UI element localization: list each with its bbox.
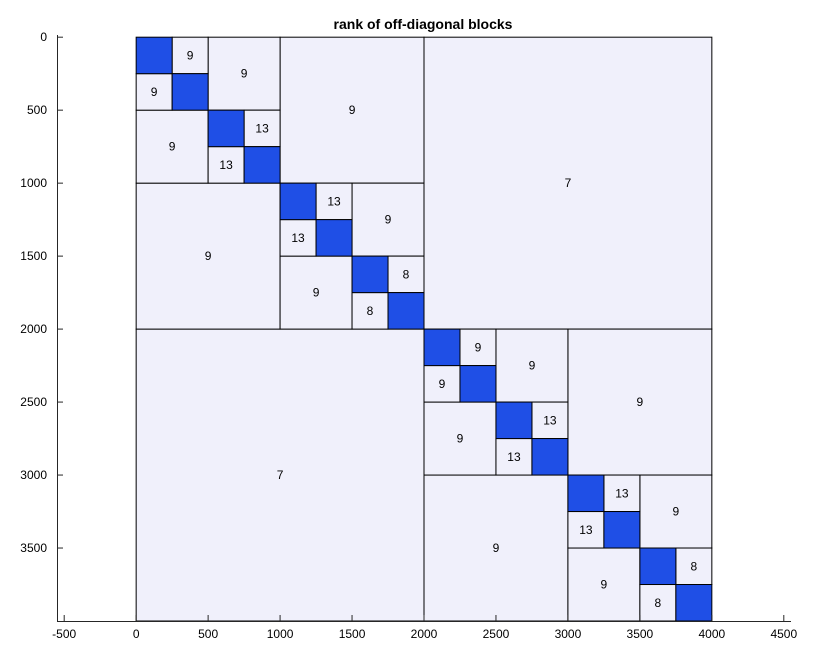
diagonal-block (423, 328, 461, 367)
x-tick-label: 2000 (411, 627, 438, 641)
rank-label: 8 (367, 304, 374, 318)
rank-label: 9 (439, 377, 446, 391)
x-tick-label: 0 (133, 627, 140, 641)
rank-label: 7 (277, 468, 284, 482)
rank-label: 13 (579, 523, 593, 537)
y-tick-label: 0 (40, 30, 47, 44)
y-tick-label: 3000 (20, 468, 47, 482)
rank-label: 13 (255, 121, 269, 135)
offdiag-block (639, 474, 713, 549)
chart-title: rank of off-diagonal blocks (334, 16, 513, 32)
offdiag-block (423, 36, 713, 330)
diagonal-block (531, 438, 569, 476)
rank-label: 9 (241, 67, 248, 81)
diagonal-block (351, 255, 389, 294)
offdiag-block (135, 109, 209, 184)
diagonal-block (315, 219, 353, 257)
rank-label: 9 (601, 578, 608, 592)
rank-label: 9 (205, 249, 212, 263)
rank-label: 9 (349, 103, 356, 117)
y-tick-label: 2000 (20, 322, 47, 336)
y-axis-ticks: 0 500 1000 1500 2000 2500 3000 3500 (20, 30, 63, 555)
y-tick-label: 2500 (20, 395, 47, 409)
y-tick-label: 1000 (20, 176, 47, 190)
rank-label: 8 (655, 596, 662, 610)
rank-label: 13 (615, 486, 629, 500)
rank-label: 13 (219, 158, 233, 172)
rank-label: 8 (403, 267, 410, 281)
offdiag-block (135, 328, 425, 622)
offdiag-block (567, 328, 713, 476)
x-tick-label: 500 (198, 627, 218, 641)
rank-label: 7 (565, 176, 572, 190)
rank-label: 9 (169, 140, 176, 154)
rank-label: 9 (313, 286, 320, 300)
y-tick-label: 1500 (20, 249, 47, 263)
y-tick-label: 500 (27, 103, 47, 117)
axes-layer: -500 0 500 1000 1500 2000 2500 3000 3500 4000 4500… (20, 30, 797, 641)
x-tick-label: -500 (52, 627, 76, 641)
diagonal-block (495, 401, 533, 440)
rank-label: 9 (493, 541, 500, 555)
offdiag-block (387, 255, 425, 294)
diagonal-block (171, 73, 209, 111)
offdiag-block (423, 474, 569, 622)
rank-label: 9 (187, 48, 194, 62)
offdiag-block (279, 36, 425, 184)
offdiag-block (279, 219, 317, 257)
diagonal-block (567, 474, 605, 513)
x-tick-label: 2500 (483, 627, 510, 641)
diagonal-block (243, 146, 281, 184)
rank-label: 9 (457, 432, 464, 446)
x-tick-label: 4500 (770, 627, 797, 641)
offdiag-block (315, 182, 353, 221)
offdiag-block (279, 255, 353, 330)
rank-label: 9 (475, 340, 482, 354)
offdiag-block (135, 73, 173, 111)
x-tick-label: 1000 (267, 627, 294, 641)
x-axis-ticks: -500 0 500 1000 1500 2000 2500 3000 3500 4000 4500 (52, 615, 797, 641)
rank-label: 9 (673, 505, 680, 519)
blocks-layer: 7 7 9 9 9 9 9 9 9 9 9 9 9 9 9 9 13 13 13 13 8 8 9 9 13 13 13 13 8 8 (135, 36, 713, 622)
x-tick-label: 3000 (555, 627, 582, 641)
diagonal-block (279, 182, 317, 221)
diagonal-block (459, 365, 497, 403)
rank-label: 13 (507, 450, 521, 464)
rank-label: 9 (385, 213, 392, 227)
diagonal-block (387, 292, 425, 330)
diagonal-block (603, 511, 641, 549)
offdiag-block (459, 328, 497, 367)
x-tick-label: 3500 (627, 627, 654, 641)
x-tick-label: 1500 (339, 627, 366, 641)
y-tick-label: 3500 (20, 541, 47, 555)
offdiag-block (675, 547, 713, 586)
rank-label: 9 (151, 85, 158, 99)
diagonal-block (675, 584, 713, 622)
rank-label: 9 (637, 395, 644, 409)
diagonal-block (135, 36, 173, 75)
rank-label: 13 (543, 413, 557, 427)
diagonal-block (207, 109, 245, 148)
offdiag-block (207, 146, 245, 184)
diagonal-block (639, 547, 677, 586)
rank-label: 8 (691, 559, 698, 573)
rank-label: 13 (327, 194, 341, 208)
rank-label: 9 (529, 359, 536, 373)
offdiag-block (567, 511, 605, 549)
rank-label: 13 (291, 231, 305, 245)
offdiag-block (351, 182, 425, 257)
x-tick-label: 4000 (698, 627, 725, 641)
offdiag-block (495, 328, 569, 403)
